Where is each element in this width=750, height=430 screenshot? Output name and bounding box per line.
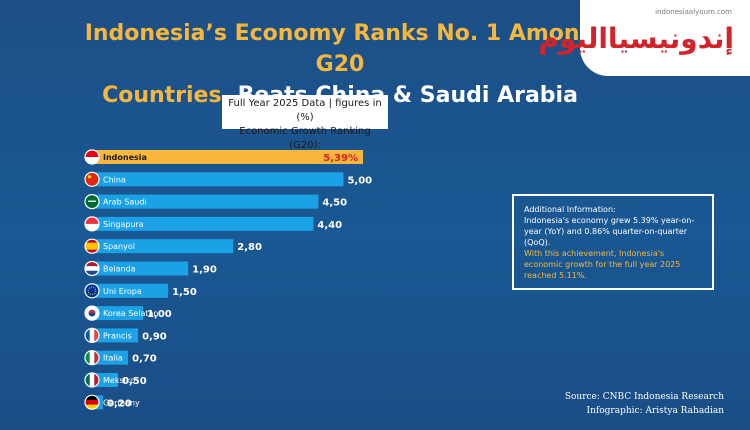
value-label: 0,20 [107, 398, 132, 409]
bar-belanda [93, 261, 189, 276]
title-line-2-highlight: Countries, [102, 83, 230, 108]
bar-prancis [93, 328, 139, 343]
bar-arab-saudi [93, 194, 319, 209]
value-label: 5,00 [347, 175, 372, 186]
logo-name: إندونيسيااليوم [538, 22, 734, 55]
bar-china [93, 172, 344, 187]
title-line-1: Indonesia’s Economy Ranks No. 1 Among G2… [84, 21, 596, 77]
subtitle-line-2: Economic Growth Ranking (G20): [239, 126, 371, 151]
category-label: Prancis [103, 331, 132, 340]
additional-info-box: Additional Information: Indonesia's econ… [512, 194, 714, 290]
category-label: Singapura [103, 220, 144, 229]
bar-italia [93, 350, 129, 365]
value-label: 5,39% [323, 153, 358, 164]
value-label: 2,80 [237, 242, 262, 253]
infographic-credit: Infographic: Aristya Rahadian [586, 406, 724, 416]
value-label: 0,50 [122, 376, 147, 387]
value-label: 0,70 [132, 354, 157, 365]
source-credits: Source: CNBC Indonesia Research Infograp… [565, 390, 724, 418]
value-label: 4,50 [322, 198, 347, 209]
bar-meksiko [93, 373, 119, 387]
value-label: 1,50 [172, 287, 197, 298]
category-label: Arab Saudi [103, 198, 147, 207]
value-label: 4,40 [317, 220, 342, 231]
mexico-flag-icon [84, 372, 100, 388]
subtitle-line-1: Full Year 2025 Data | figures in (%) [228, 98, 382, 123]
category-label: Belanda [103, 265, 136, 274]
source-line: Source: CNBC Indonesia Research [564, 392, 724, 402]
brand-logo: indonesiaalyoum.com إندونيسيااليوم [538, 0, 750, 76]
category-label: Meksiko [103, 376, 135, 385]
netherlands-flag-icon [84, 260, 100, 277]
info-heading: Additional Information: [524, 205, 616, 214]
bar-indonesia [93, 150, 363, 164]
eu-flag-icon [84, 283, 100, 299]
value-label: 0,90 [142, 331, 167, 342]
category-label: Indonesia [103, 153, 147, 162]
saudi-arabia-flag-icon [84, 194, 100, 210]
south-korea-flag-icon [84, 305, 100, 321]
spain-flag-icon [84, 238, 100, 254]
bar-uni-eropa [93, 283, 169, 298]
china-flag-icon [84, 171, 100, 187]
indonesia-flag-icon [84, 149, 100, 165]
info-highlight: With this achievement, Indonesia's econo… [524, 249, 681, 280]
value-label: 1,00 [147, 309, 172, 320]
singapore-flag-icon [84, 216, 100, 232]
france-flag-icon [84, 327, 100, 343]
category-label: Korea Selatan [103, 309, 158, 318]
chart-subtitle: Full Year 2025 Data | figures in (%) Eco… [222, 95, 388, 151]
value-label: 1,90 [192, 265, 217, 276]
logo-url: indonesiaalyoum.com [655, 8, 732, 16]
category-label: Italia [103, 354, 123, 363]
bar-spanyol [93, 239, 234, 254]
category-label: Spanyol [103, 242, 135, 251]
bar-korea-selatan [93, 306, 144, 321]
category-label: Uni Eropa [103, 287, 142, 296]
germany-flag-icon [84, 394, 100, 410]
category-label: China [103, 175, 126, 184]
category-label: Germany [103, 398, 140, 407]
bar-singapura [93, 216, 314, 231]
info-text: Indonesia's economy grew 5.39% year-on-y… [524, 216, 695, 247]
italy-flag-icon [84, 350, 100, 366]
